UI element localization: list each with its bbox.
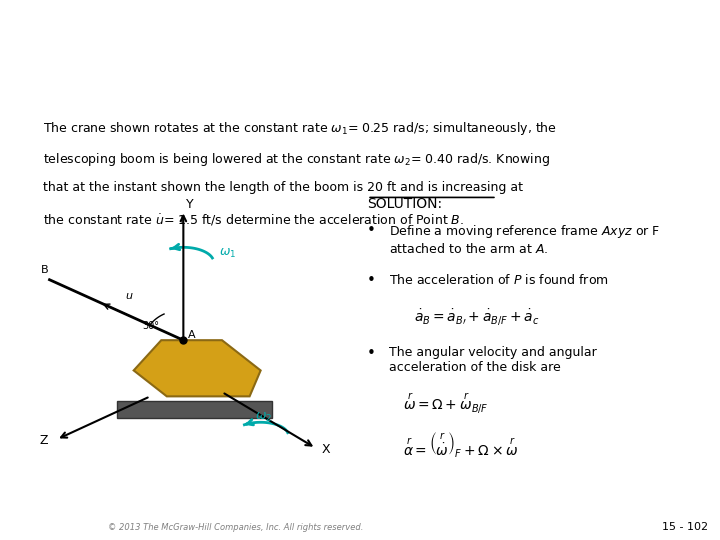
Text: •: • (367, 346, 376, 361)
Text: Tenth
Edition: Tenth Edition (4, 25, 25, 36)
Text: Mc
Graw
Hill: Mc Graw Hill (26, 514, 46, 534)
Polygon shape (134, 340, 261, 396)
Text: $\omega_1$: $\omega_1$ (220, 247, 236, 260)
Text: Define a moving reference frame $Axyz$ or F
attached to the arm at $A$.: Define a moving reference frame $Axyz$ o… (389, 222, 660, 256)
Text: $\overset{r}{\alpha} = \left(\overset{r}{\dot{\omega}}\right)_F + \Omega \times : $\overset{r}{\alpha} = \left(\overset{r}… (403, 430, 518, 460)
Text: 15 - 102: 15 - 102 (662, 522, 708, 532)
Text: The crane shown rotates at the constant rate $\omega_1$= 0.25 rad/s; simultaneou: The crane shown rotates at the constant … (42, 120, 557, 137)
Text: A: A (188, 330, 195, 340)
Text: SOLUTION:: SOLUTION: (367, 198, 442, 212)
Text: ▶: ▶ (10, 299, 19, 309)
Text: © 2013 The McGraw-Hill Companies, Inc. All rights reserved.: © 2013 The McGraw-Hill Companies, Inc. A… (108, 523, 364, 531)
Text: ▌: ▌ (10, 359, 19, 370)
Text: Group Problem Solving: Group Problem Solving (22, 73, 275, 92)
Text: $\overset{r}{\omega} = \Omega + \overset{r}{\omega}_{B/F}$: $\overset{r}{\omega} = \Omega + \overset… (403, 391, 489, 415)
Polygon shape (117, 401, 271, 418)
Text: The acceleration of $P$ is found from: The acceleration of $P$ is found from (389, 273, 608, 287)
Text: the constant rate $\dot{u}$= 1.5 ft/s determine the acceleration of Point $B$.: the constant rate $\dot{u}$= 1.5 ft/s de… (42, 212, 464, 227)
Text: $\dot{a}_B = \dot{a}_{B\prime} + \dot{a}_{B/F} + \dot{a}_c$: $\dot{a}_B = \dot{a}_{B\prime} + \dot{a}… (414, 307, 539, 327)
Text: $\omega_2$: $\omega_2$ (255, 411, 272, 424)
Text: •: • (367, 273, 376, 288)
Text: $u$: $u$ (125, 291, 133, 301)
Text: ◀: ◀ (10, 238, 19, 248)
Text: Z: Z (40, 434, 48, 447)
Text: The angular velocity and angular
acceleration of the disk are: The angular velocity and angular acceler… (389, 346, 597, 374)
Text: B: B (41, 265, 49, 275)
Text: ⌂: ⌂ (11, 168, 18, 178)
Text: X: X (321, 442, 330, 456)
Text: •: • (367, 222, 376, 238)
Text: telescoping boom is being lowered at the constant rate $\omega_2$= 0.40 rad/s. K: telescoping boom is being lowered at the… (42, 151, 549, 168)
Text: 30°: 30° (142, 321, 159, 332)
Text: that at the instant shown the length of the boom is 20 ft and is increasing at: that at the instant shown the length of … (42, 181, 523, 194)
Text: ▌: ▌ (10, 421, 19, 431)
Text: Y: Y (186, 198, 194, 212)
Text: Vector Mechanics for Engineers: Dynamics: Vector Mechanics for Engineers: Dynamics (56, 19, 624, 43)
